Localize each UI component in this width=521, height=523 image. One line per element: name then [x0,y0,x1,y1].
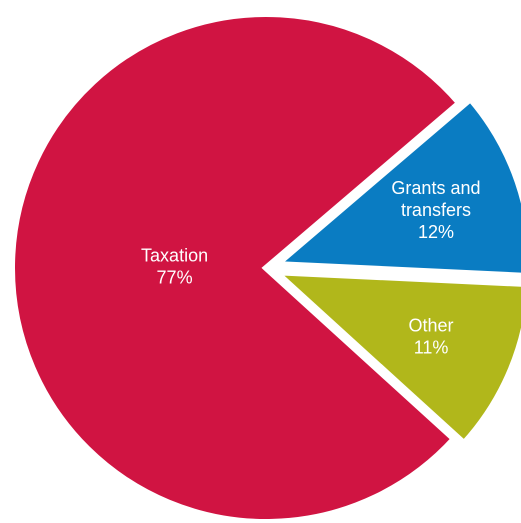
pie-slice-grants-and-transfers [269,94,521,279]
pie-slice-other [267,268,521,448]
pie-slice-label: Taxation 77% [141,246,208,288]
pie-slices [9,11,521,523]
pie-slice-name: transfers [401,200,471,220]
pie-slice-percent: 11% [414,337,449,357]
pie-slice-name: Taxation [141,246,208,266]
pie-slice-percent: 77% [157,268,193,288]
pie-labels: Grants and transfers 12% Other 11% Taxation 77… [141,178,480,358]
pie-slice-label: Other 11% [409,315,454,357]
pie-slice-label: Grants and transfers 12% [391,178,480,242]
pie-slice-name: Other [409,315,454,335]
pie-slice-taxation [9,11,464,523]
pie-slice-name: Grants and [391,178,480,198]
pie-slice-percent: 12% [418,222,454,242]
